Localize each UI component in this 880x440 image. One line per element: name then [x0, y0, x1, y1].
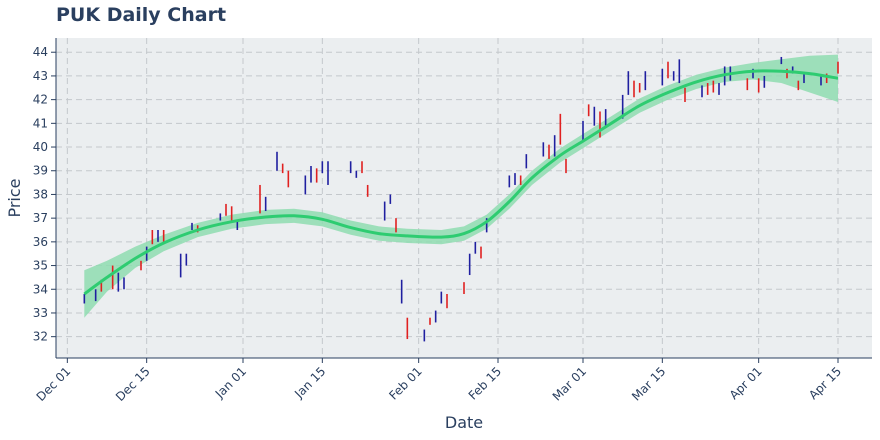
- grid-lines: [56, 38, 872, 358]
- x-tick: Feb 01: [386, 358, 425, 403]
- y-tick: 34: [33, 282, 56, 296]
- y-tick: 38: [33, 187, 56, 201]
- x-tick-label: Mar 01: [550, 364, 589, 403]
- y-tick-label: 36: [33, 235, 48, 249]
- x-tick: Apr 15: [806, 358, 844, 402]
- y-tick-label: 34: [33, 282, 48, 296]
- y-tick-label: 42: [33, 93, 48, 107]
- y-tick-label: 44: [33, 45, 48, 59]
- y-tick-label: 33: [33, 306, 48, 320]
- chart-title: PUK Daily Chart: [56, 4, 227, 26]
- plot-area: [56, 38, 872, 358]
- y-axis-ticks: 32 33 34 35 36 37 38 39 40 41 42 43 44: [33, 45, 56, 344]
- trend-line-group: [83, 69, 839, 296]
- y-tick-label: 43: [33, 69, 48, 83]
- y-tick-label: 35: [33, 259, 48, 273]
- x-tick-label: Dec 01: [34, 364, 74, 404]
- y-axis-label: Price: [5, 178, 24, 217]
- axes: [55, 38, 872, 359]
- y-tick: 35: [33, 259, 56, 273]
- y-tick: 37: [33, 211, 56, 225]
- x-tick: Feb 15: [466, 358, 504, 403]
- y-tick: 43: [33, 69, 56, 83]
- y-tick-label: 37: [33, 211, 48, 225]
- x-tick: Mar 01: [550, 358, 589, 404]
- x-axis-ticks: Dec 01 Dec 15 Jan 01 Jan 15 Feb 01 Feb 15 Mar …: [34, 358, 844, 404]
- x-tick-label: Feb 01: [386, 364, 424, 402]
- y-tick: 42: [33, 93, 56, 107]
- x-tick-label: Jan 15: [291, 364, 328, 401]
- y-tick-label: 41: [33, 116, 48, 130]
- x-tick-label: Jan 01: [212, 364, 249, 401]
- y-tick: 39: [33, 164, 56, 178]
- y-tick-label: 40: [33, 140, 48, 154]
- y-tick: 44: [33, 45, 56, 59]
- x-tick: Dec 15: [113, 358, 153, 404]
- trend-line: [83, 69, 839, 296]
- x-tick: Mar 15: [629, 358, 668, 404]
- x-tick: Jan 01: [212, 358, 249, 401]
- y-tick: 36: [33, 235, 56, 249]
- y-tick-label: 39: [33, 164, 48, 178]
- x-tick-label: Apr 01: [727, 364, 765, 402]
- x-tick-label: Feb 15: [466, 364, 504, 402]
- x-axis-label: Date: [445, 413, 483, 432]
- y-tick-label: 38: [33, 187, 48, 201]
- x-tick: Jan 15: [291, 358, 328, 401]
- y-tick: 41: [33, 116, 56, 130]
- x-tick: Apr 01: [727, 358, 765, 402]
- y-tick: 40: [33, 140, 56, 154]
- x-tick-label: Dec 15: [113, 364, 153, 404]
- x-tick: Dec 01: [34, 358, 74, 404]
- y-tick-label: 32: [33, 330, 48, 344]
- x-tick-label: Apr 15: [806, 364, 844, 402]
- y-tick: 32: [33, 330, 56, 344]
- x-tick-label: Mar 15: [629, 364, 668, 403]
- ohlc-bars: [83, 56, 839, 342]
- y-tick: 33: [33, 306, 56, 320]
